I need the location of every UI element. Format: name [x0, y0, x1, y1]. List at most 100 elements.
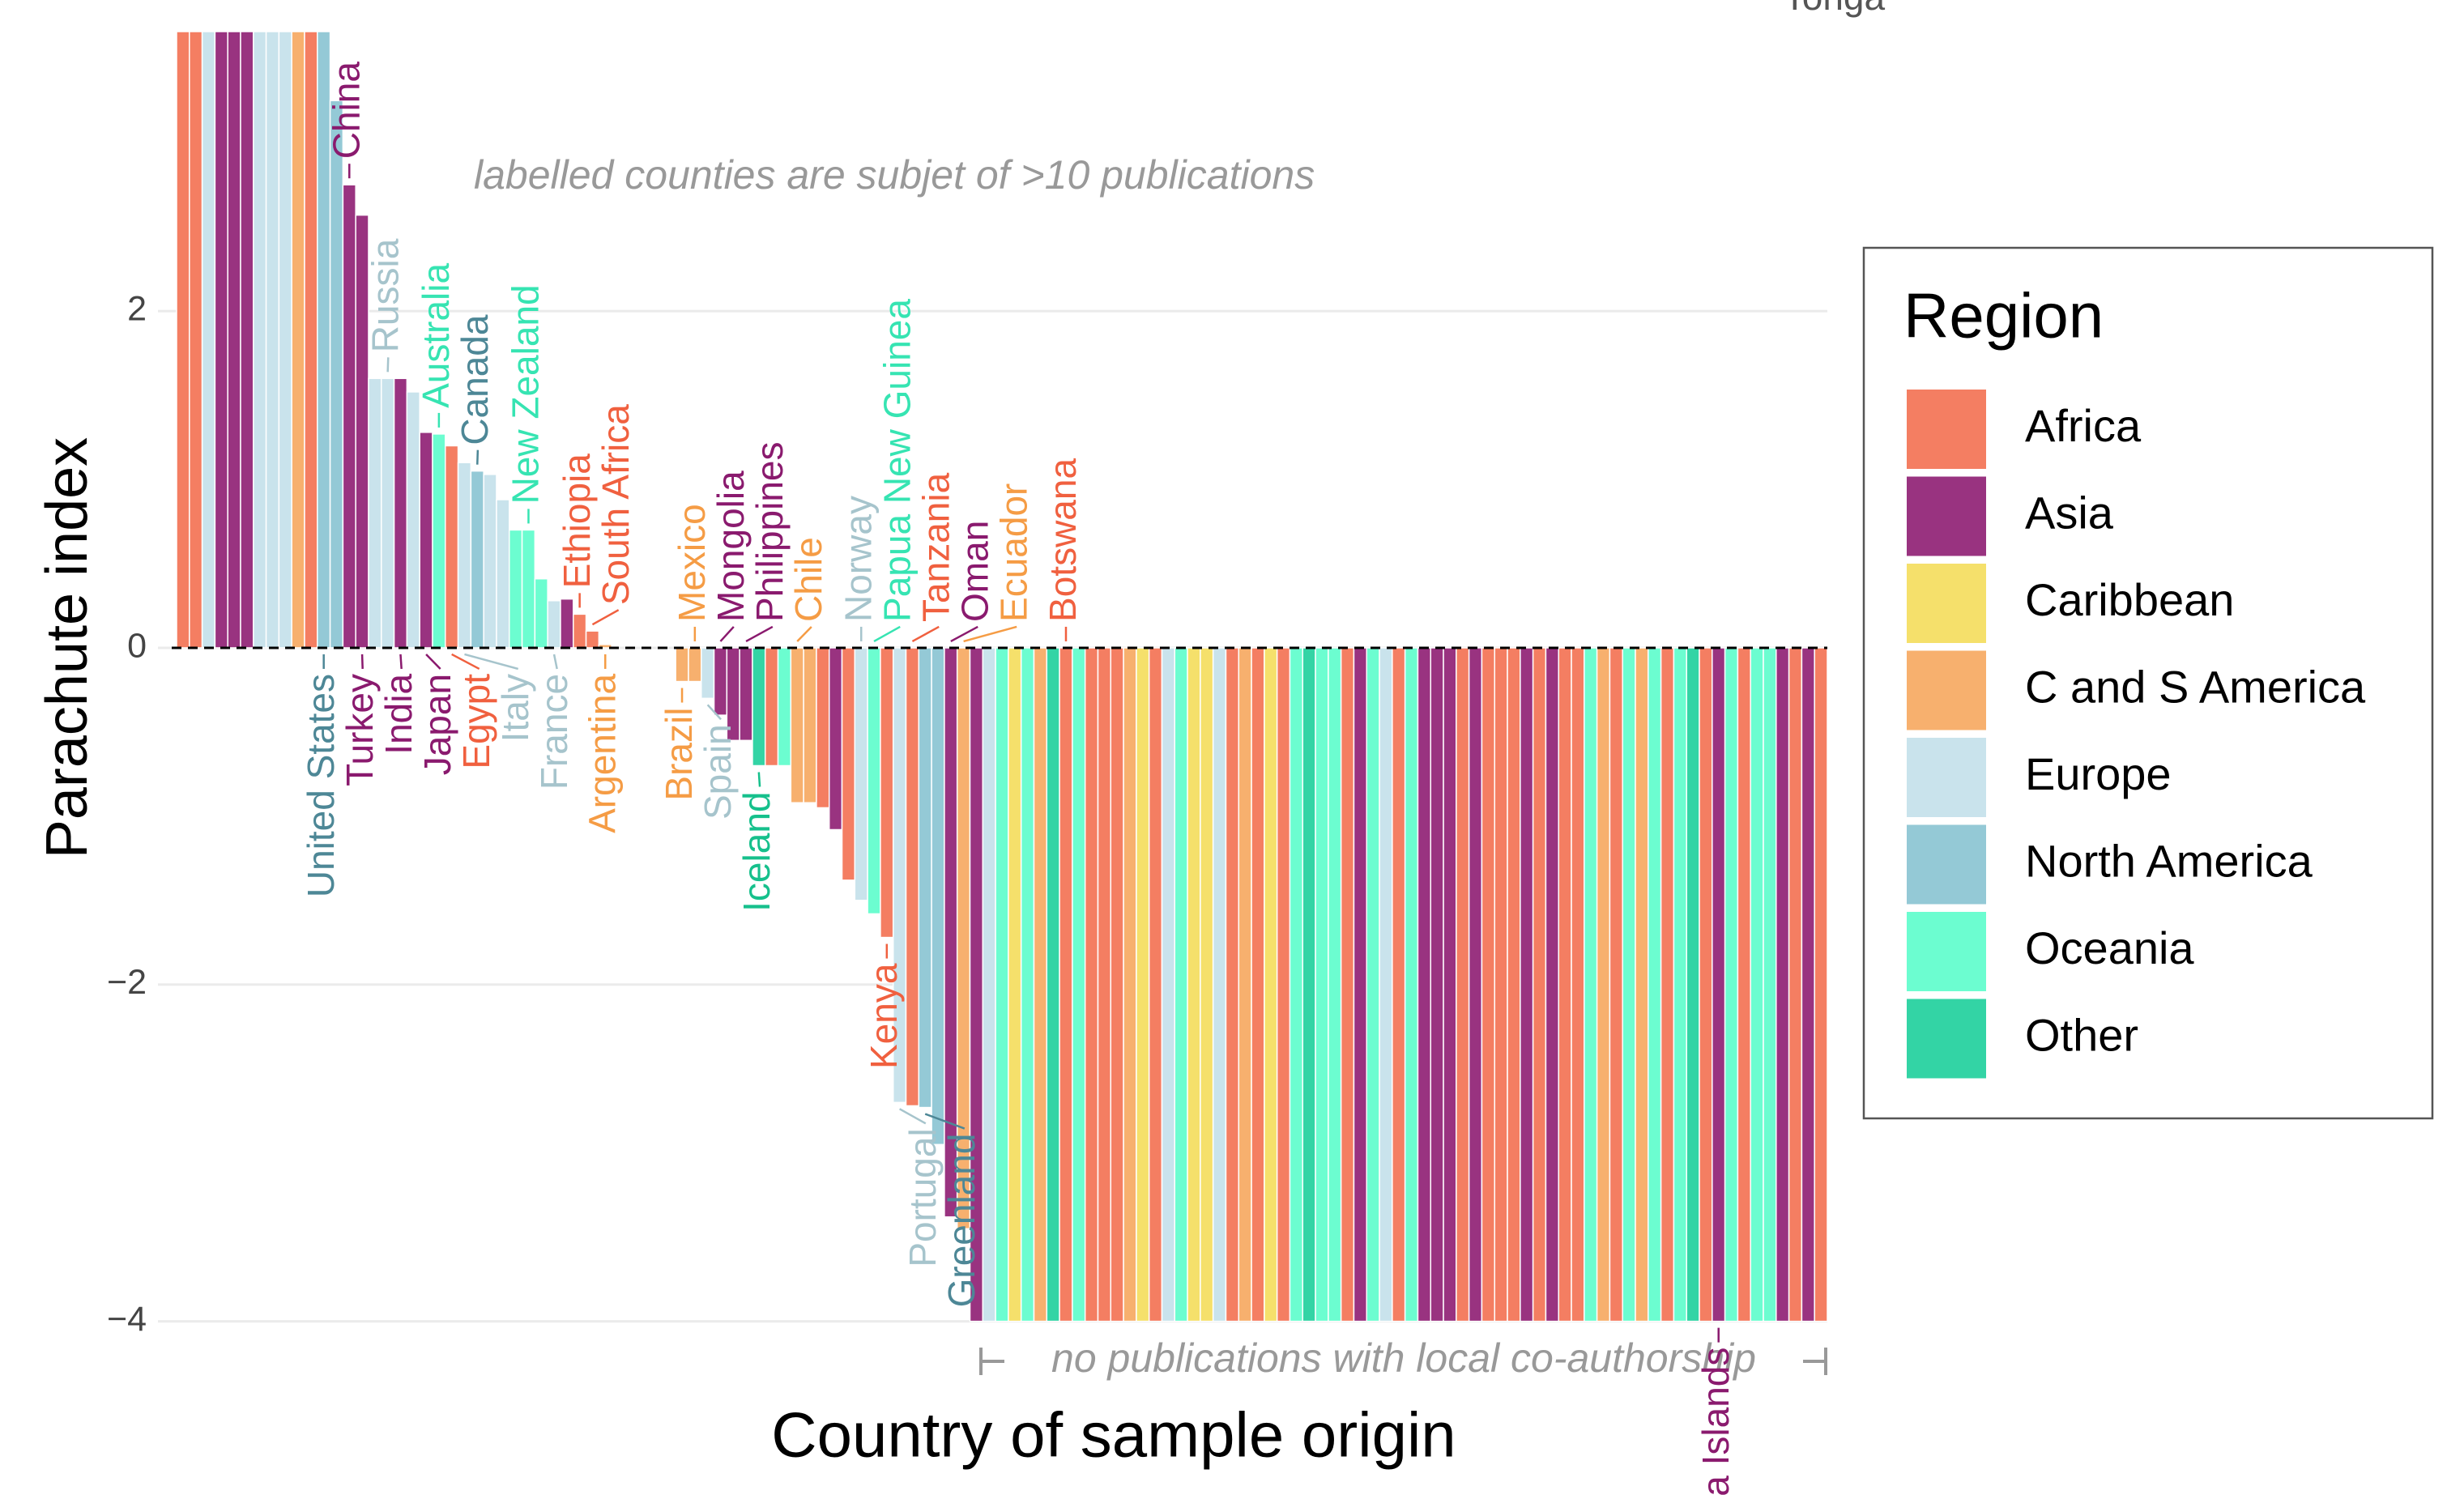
bar [1251, 647, 1265, 1322]
bar [1340, 647, 1355, 1322]
country-label: New Zealand [505, 284, 547, 504]
bar [445, 445, 459, 649]
legend-label: Africa [2025, 400, 2142, 451]
bar [944, 647, 958, 1218]
bar [1417, 647, 1431, 1322]
country-label: Egypt [455, 674, 497, 769]
legend-label: Caribbean [2025, 574, 2234, 625]
bar [1097, 647, 1112, 1322]
bar [1788, 647, 1803, 1322]
bar [1494, 647, 1508, 1322]
bar [1430, 647, 1444, 1322]
bar [1379, 647, 1393, 1322]
bar [1456, 647, 1470, 1322]
bar [803, 647, 817, 803]
bar [1724, 647, 1739, 1322]
bar [1212, 647, 1227, 1322]
country-label: China [325, 62, 367, 160]
bar [1110, 647, 1124, 1322]
bar [1686, 647, 1700, 1322]
legend-label: Europe [2025, 748, 2172, 799]
leader-line [950, 625, 978, 643]
bar [1353, 647, 1368, 1322]
legend-swatch [1907, 564, 1986, 643]
bar [1200, 647, 1214, 1322]
country-label: Kenya [863, 963, 905, 1069]
leader-line [963, 625, 1017, 643]
x-axis-title: Country of sample origin [771, 1399, 1456, 1471]
bar [1174, 647, 1188, 1322]
legend-label: Other [2025, 1009, 2138, 1060]
bar [816, 647, 830, 809]
bar [1468, 647, 1483, 1322]
bar [1161, 647, 1176, 1322]
bar [304, 31, 318, 649]
bar [240, 31, 254, 649]
annotation-bracket [979, 1348, 1827, 1375]
country-label: Australia [415, 263, 457, 408]
leader-line [552, 654, 558, 670]
annotation: labelled counties are subjet of >10 publ… [474, 152, 1315, 198]
annotation: no publications with local co-authorship [1051, 1335, 1756, 1381]
bar [995, 647, 1009, 1322]
bar [1673, 647, 1687, 1322]
bar [1123, 647, 1137, 1322]
country-label: Ethiopia [556, 454, 598, 589]
bar [1302, 647, 1316, 1322]
bar [1084, 647, 1099, 1322]
bar [329, 100, 344, 649]
bar [189, 31, 203, 649]
bar [291, 31, 305, 649]
country-label: Japan [416, 674, 458, 775]
legend-swatch [1907, 738, 1986, 817]
bar [1622, 647, 1636, 1322]
bar [598, 644, 612, 649]
country-label: India [377, 674, 420, 755]
bar [854, 647, 868, 901]
bar [521, 529, 536, 649]
bar [713, 647, 728, 716]
country-label: Italy [494, 674, 536, 742]
country-label: Oman [953, 521, 995, 622]
bars [176, 31, 1828, 1322]
bar [1148, 647, 1163, 1322]
bar [585, 630, 600, 649]
bar [1366, 647, 1380, 1322]
y-axis-title: Parachute index [35, 437, 100, 858]
bar [1276, 647, 1291, 1322]
bar [1763, 647, 1777, 1322]
legend-label: C and S America [2025, 661, 2366, 712]
country-label: Iceland [735, 791, 778, 911]
leader-line [899, 1108, 927, 1125]
bar [1020, 647, 1035, 1322]
leader-line [706, 704, 722, 721]
bar [176, 31, 190, 649]
bar [1238, 647, 1252, 1322]
bar [393, 377, 408, 649]
leader-line [399, 654, 403, 670]
bar [509, 529, 523, 649]
bar [1660, 647, 1675, 1322]
bar [880, 647, 894, 939]
bar [1596, 647, 1611, 1322]
leader-line [924, 1113, 966, 1130]
bar [214, 31, 228, 649]
leader-line [476, 449, 480, 465]
legend-swatch [1907, 476, 1986, 556]
bar [201, 31, 216, 649]
bar [1187, 647, 1201, 1322]
leader-line [745, 625, 774, 643]
bar [1635, 647, 1649, 1322]
legend-label: Asia [2025, 487, 2114, 538]
legend-title: Region [1903, 280, 2104, 351]
bar [483, 474, 497, 649]
bar [1584, 647, 1598, 1322]
bar [1072, 647, 1086, 1322]
bar [688, 647, 702, 683]
country-label: Mexico [671, 504, 713, 622]
bar [1404, 647, 1419, 1322]
bar [1776, 647, 1790, 1322]
bar [905, 647, 920, 1107]
bar [265, 31, 280, 649]
